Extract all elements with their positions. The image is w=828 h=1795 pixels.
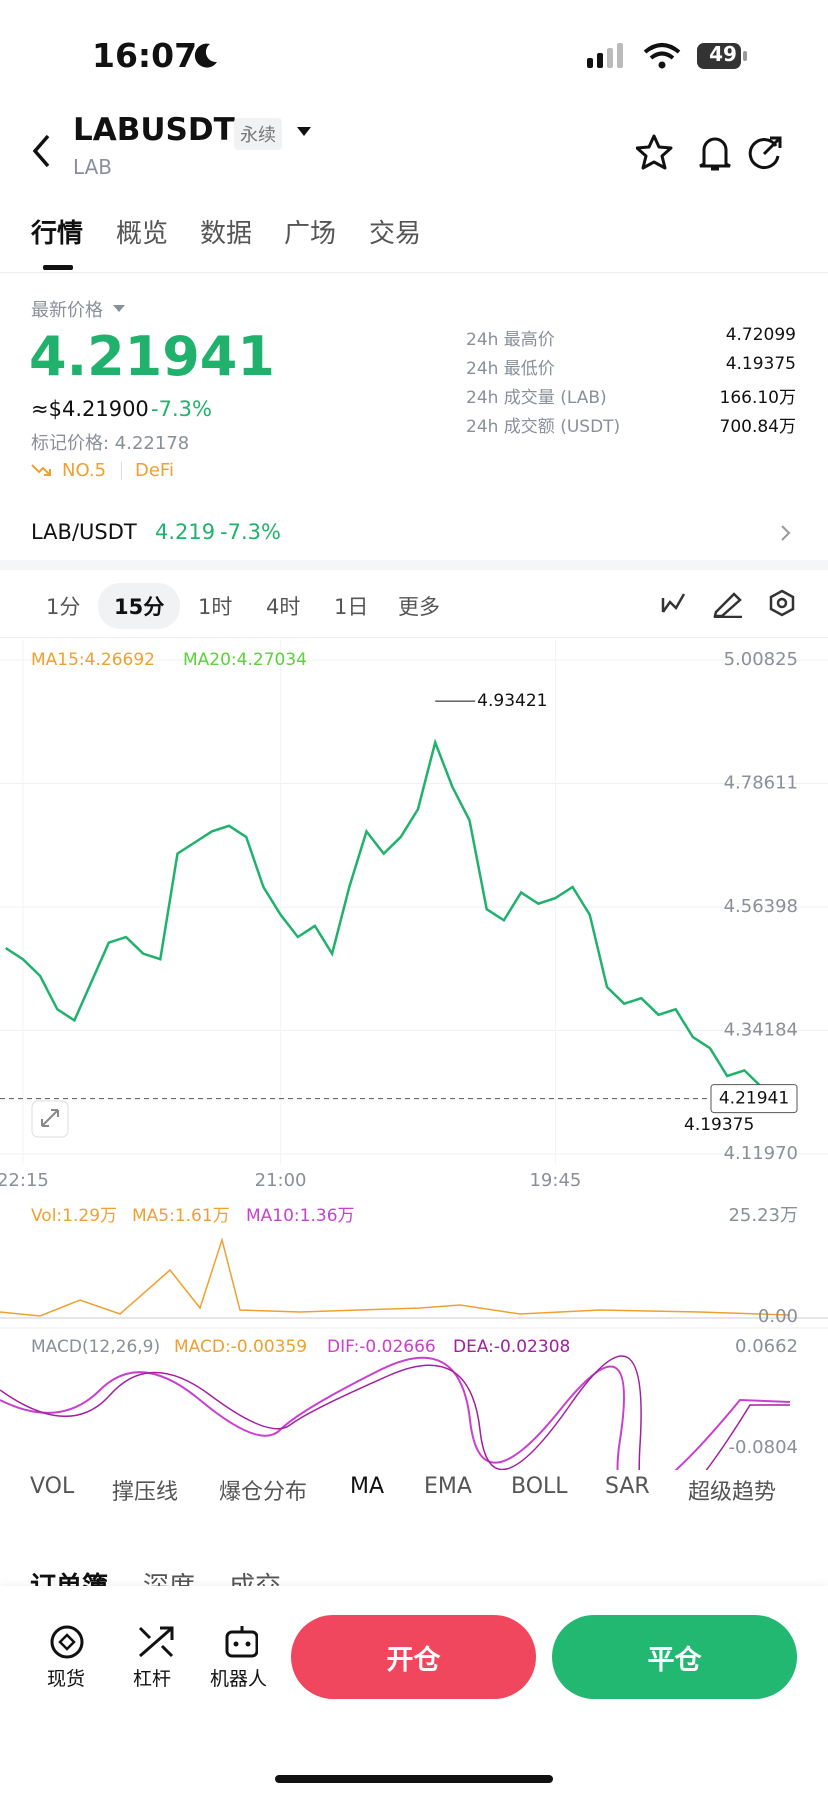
contract-tag: 永续 [234, 118, 282, 150]
stat-label: 24h 成交量 (LAB) [466, 388, 607, 408]
home-indicator [275, 1775, 553, 1783]
indicator-tab[interactable]: SAR [605, 1474, 650, 1499]
x-tick-label: 21:00 [255, 1170, 307, 1191]
symbol[interactable]: LABUSDT [73, 112, 235, 148]
indicator-tab[interactable]: MA [350, 1474, 385, 1499]
last-price: 4.21941 [29, 325, 275, 388]
low-label: 4.19375 [684, 1115, 754, 1135]
expand-icon [41, 1109, 59, 1127]
nav-item[interactable]: 现货 [47, 1668, 86, 1690]
base-asset: LAB [73, 155, 113, 179]
stat-label: 24h 成交额 (USDT) [466, 417, 621, 437]
timeframe[interactable]: 4时 [266, 595, 301, 619]
macd-bottom-label: -0.0804 [729, 1437, 798, 1458]
tab[interactable]: 广场 [284, 219, 337, 249]
indicator-tab[interactable]: 超级趋势 [688, 1480, 777, 1505]
volume-legend: Vol:1.29万 [31, 1206, 117, 1226]
chart-tools[interactable] [660, 588, 800, 618]
stat-value: 4.72099 [725, 325, 796, 345]
ma-label: MA20:4.27034 [183, 650, 307, 670]
moon-icon [194, 43, 217, 68]
volume-legend: MA5:1.61万 [132, 1206, 230, 1226]
divider [0, 272, 828, 273]
header-actions[interactable] [636, 132, 786, 172]
indicator-tab[interactable]: BOLL [511, 1474, 568, 1499]
indicator-tab[interactable]: 撑压线 [112, 1480, 179, 1505]
macd-top-label: 0.0662 [735, 1336, 798, 1357]
divider [0, 637, 828, 638]
close-button[interactable]: 平仓 [552, 1615, 797, 1699]
chart: 5.00825 4.78611 4.56398 4.34184 4.11970 22:15… [0, 640, 828, 1470]
macd-decoration [0, 1355, 790, 1470]
usd-price: ≈$4.21900 [31, 397, 149, 421]
y-tick-label: 4.56398 [724, 896, 798, 917]
divider [121, 462, 122, 480]
x-tick-label: 19:45 [529, 1170, 581, 1191]
tab-indicator [43, 265, 73, 270]
macd-legend: DEA:-0.02308 [453, 1337, 570, 1357]
volume-decoration [0, 1237, 791, 1317]
price-change: -7.3% [151, 397, 212, 421]
spot-price: 4.219 [155, 520, 216, 544]
tab[interactable]: 概览 [116, 219, 169, 249]
status-time: 16:07 [92, 36, 198, 75]
indicator-tab[interactable]: 爆仓分布 [219, 1480, 308, 1505]
macd-legend: MACD(12,26,9) [31, 1337, 160, 1357]
battery-level: 49 [709, 42, 737, 66]
volume-legend: MA10:1.36万 [246, 1206, 355, 1226]
stat-value: 700.84万 [719, 417, 796, 437]
section-gap [0, 560, 828, 570]
macd-legend: MACD:-0.00359 [174, 1337, 307, 1357]
tab[interactable]: 数据 [200, 219, 253, 249]
tab[interactable]: 行情 [31, 219, 84, 249]
stat-value: 166.10万 [719, 388, 796, 408]
last-price-label: 4.21941 [719, 1089, 789, 1109]
back-button[interactable] [30, 132, 54, 170]
stat-value: 4.19375 [725, 354, 796, 374]
tab[interactable]: 交易 [369, 219, 422, 249]
indicator-tab[interactable]: VOL [30, 1474, 75, 1499]
timeframe[interactable]: 1日 [334, 595, 369, 619]
spot-pair[interactable]: LAB/USDT [31, 520, 137, 544]
timeframe[interactable]: 更多 [398, 595, 440, 619]
x-tick-label: 22:15 [0, 1170, 49, 1191]
nav-icons [50, 1625, 258, 1659]
price-line [5, 738, 780, 1100]
nav-item[interactable]: 机器人 [210, 1668, 268, 1690]
open-button[interactable]: 开仓 [291, 1615, 536, 1699]
stat-label: 24h 最高价 [466, 330, 555, 350]
timeframe[interactable]: 1时 [198, 595, 233, 619]
macd-decoration [0, 1356, 791, 1470]
chevron[interactable] [780, 524, 792, 542]
trend-icon [31, 464, 51, 476]
spot-change: -7.3% [220, 520, 281, 544]
timeframe[interactable]: 15分 [98, 583, 181, 629]
high-label: 4.93421 [477, 691, 547, 711]
ma-label: MA15:4.26692 [31, 650, 155, 670]
macd-legend: DIF:-0.02666 [327, 1337, 436, 1357]
last-price-box [710, 1084, 798, 1114]
mark-price: 标记价格: 4.22178 [31, 433, 190, 454]
timeframe[interactable]: 1分 [46, 595, 81, 619]
nav-item[interactable]: 杠杆 [133, 1668, 172, 1690]
sector: DeFi [135, 460, 174, 481]
dropdown-icon[interactable] [113, 304, 125, 314]
y-tick-label: 4.11970 [724, 1143, 798, 1164]
volume-top-label: 25.23万 [728, 1205, 798, 1226]
price-label: 最新价格 [31, 300, 103, 321]
y-tick-label: 5.00825 [724, 649, 798, 670]
stat-label: 24h 最低价 [466, 359, 555, 379]
volume-bottom-label: 0.00 [758, 1306, 798, 1327]
dropdown-icon[interactable] [296, 126, 312, 138]
indicator-tab[interactable]: EMA [424, 1474, 472, 1499]
status-icons [587, 43, 747, 69]
rank: NO.5 [62, 460, 107, 481]
y-tick-label: 4.34184 [724, 1019, 798, 1040]
y-tick-label: 4.78611 [724, 773, 798, 794]
